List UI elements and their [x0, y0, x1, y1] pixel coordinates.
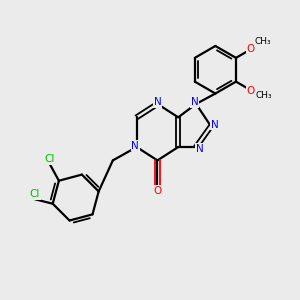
Text: CH₃: CH₃	[254, 37, 271, 46]
Text: N: N	[131, 140, 139, 151]
Text: Cl: Cl	[45, 154, 55, 164]
Text: N: N	[196, 143, 203, 154]
Text: N: N	[154, 98, 161, 107]
Text: O: O	[246, 85, 254, 96]
Text: O: O	[153, 186, 162, 196]
Text: N: N	[191, 98, 199, 107]
Text: CH₃: CH₃	[256, 91, 273, 100]
Text: N: N	[211, 120, 218, 130]
Text: Cl: Cl	[30, 189, 40, 199]
Text: O: O	[246, 44, 254, 54]
